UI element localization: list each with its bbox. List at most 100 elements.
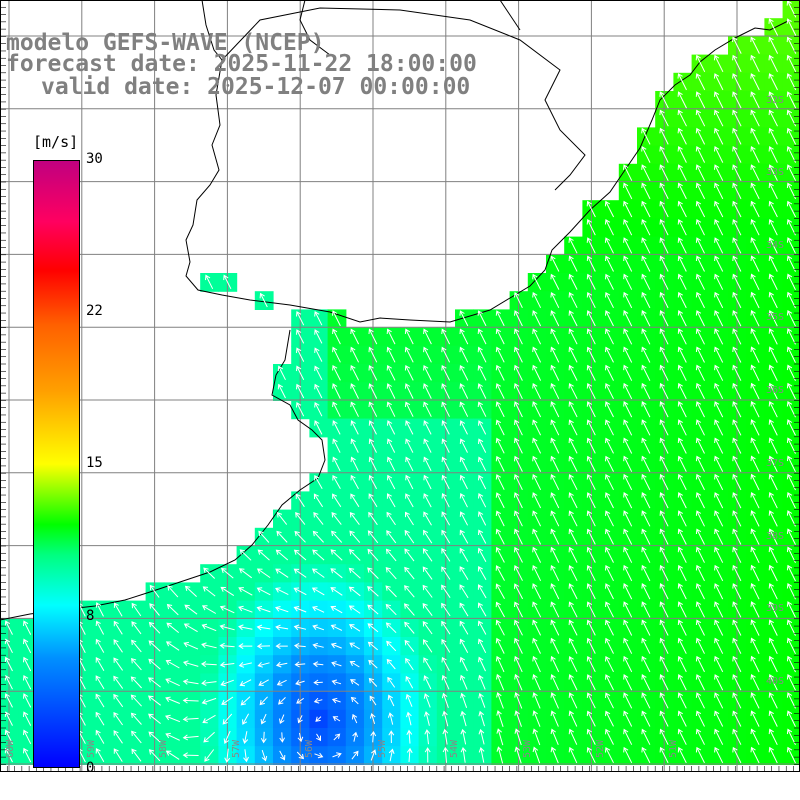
wind-arrow [261,749,268,762]
wind-arrow [550,637,560,654]
wind-arrow [623,637,633,654]
wind-arrow [550,710,559,727]
wind-arrow [130,658,142,671]
wind-arrow [330,587,343,596]
wind-arrow [348,567,361,579]
wind-arrow [550,255,560,272]
wind-arrow [131,602,142,617]
wind-arrow [295,512,306,525]
wind-arrow [714,510,724,527]
wind-arrow [786,127,797,145]
wind-arrow [220,567,234,579]
wind-arrow [659,401,669,418]
wind-arrow [768,73,778,91]
wind-arrow [641,419,651,436]
wind-arrow [677,564,687,582]
wind-arrow [219,624,235,631]
wind-arrow [605,273,614,290]
wind-arrow [568,601,578,618]
wind-arrow [750,237,760,254]
wind-arrow [495,437,505,454]
wind-arrow [586,291,596,309]
wind-arrow [550,273,560,290]
wind-arrow [315,716,322,722]
wind-arrow [586,710,596,727]
wind-arrow [331,697,341,704]
wind-arrow [568,237,578,254]
wind-arrow [532,655,541,673]
wind-arrow [275,661,288,668]
wind-arrow [659,200,669,218]
wind-arrow [148,658,161,670]
wind-arrow [659,437,669,454]
wind-arrow [385,566,397,580]
wind-arrow [183,623,198,633]
wind-arrow [659,710,669,727]
wind-arrow [786,200,797,218]
wind-arrow [623,273,633,290]
wind-arrow [605,328,614,345]
lon-label-57w: 57W [231,739,242,758]
wind-arrow [695,583,705,600]
wind-arrow [586,364,596,381]
wind-arrow [514,619,523,636]
wind-arrow [641,237,651,254]
wind-arrow [514,510,523,527]
wind-arrow [311,568,325,578]
wind-arrow [714,583,724,600]
wind-arrow [750,255,760,272]
wind-arrow [786,237,796,254]
wind-arrow [568,364,578,381]
wind-arrow [768,746,778,764]
lon-label-56w: 56W [304,739,315,758]
wind-arrow [641,619,651,636]
wind-arrow [184,585,197,597]
wind-arrow [623,546,633,563]
wind-arrow [424,729,431,745]
wind-arrow [330,605,343,614]
wind-arrow [460,728,467,745]
wind-arrow [732,473,742,491]
wind-arrow [695,546,705,563]
wind-arrow [148,621,161,634]
wind-arrow [495,619,505,636]
wind-arrow [369,712,376,725]
wind-arrow [714,728,724,745]
wind-arrow [659,218,669,236]
wind-arrow [568,328,578,345]
wind-arrow [459,529,469,544]
wind-arrow [732,109,742,127]
wind-arrow [460,692,468,708]
wind-arrow [441,511,451,526]
wind-arrow [238,568,252,579]
wind-arrow [768,400,778,418]
wind-arrow [750,36,760,54]
wind-arrow [514,364,523,381]
wind-arrow [623,528,633,545]
wind-arrow [404,401,414,417]
lon-label-55w: 55W [377,739,388,758]
wind-arrow [332,716,341,722]
wind-arrow [495,492,505,509]
wind-arrow [641,674,651,691]
wind-arrow [314,329,323,344]
wind-arrow [201,680,217,686]
wind-arrow [495,637,505,654]
wind-arrow [750,546,760,564]
wind-arrow [750,564,760,582]
wind-arrow [182,734,199,741]
wind-arrow [695,328,705,345]
wind-arrow [514,401,523,418]
wind-arrow [605,455,614,472]
wind-arrow [750,473,760,491]
wind-arrow [386,346,396,363]
wind-arrow [149,603,160,616]
wind-arrow [659,746,669,764]
wind-arrow [350,364,360,381]
wind-arrow [368,383,378,399]
wind-arrow [786,746,796,764]
wind-arrow [423,328,432,345]
wind-arrow [459,656,468,672]
wind-arrow [550,291,560,309]
